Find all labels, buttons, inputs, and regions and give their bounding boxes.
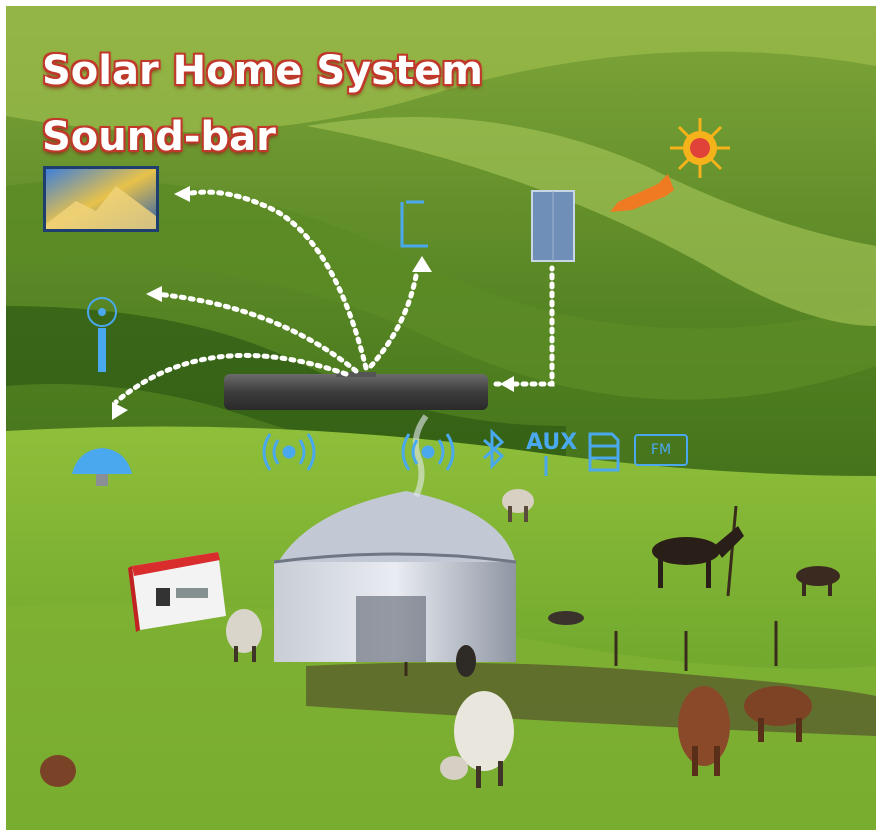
sun-icon	[670, 118, 730, 178]
soundbar-device	[224, 372, 488, 410]
lamp-icon	[72, 448, 132, 486]
wireless-signal-icon	[401, 433, 455, 471]
arrow-icon	[610, 174, 674, 212]
landscape-illustration	[6, 6, 876, 830]
calf	[40, 755, 76, 787]
cow	[796, 566, 840, 596]
cattle	[678, 686, 730, 776]
fm-label: FM	[650, 442, 672, 458]
fence	[404, 505, 778, 676]
title-line-1: Solar Home System	[42, 48, 483, 94]
wireless-signal-icon	[262, 433, 316, 471]
horse	[652, 526, 744, 588]
arrowheads	[112, 186, 514, 420]
sheep	[226, 609, 262, 662]
dirt-patch	[306, 662, 876, 736]
phone-icon	[400, 200, 428, 248]
aux-label: AUX	[526, 430, 578, 455]
cow	[502, 489, 534, 522]
connection-lines	[113, 189, 555, 405]
tv-screen	[43, 166, 159, 232]
scene: Solar Home System Sound-bar AUX FM	[6, 6, 876, 830]
product-box	[128, 552, 226, 632]
fm-radio-icon: FM	[634, 434, 688, 466]
solar-panel	[531, 190, 575, 262]
bluetooth-icon	[483, 428, 505, 470]
sheep	[440, 691, 514, 788]
cattle	[744, 686, 812, 742]
animal-lying	[456, 611, 584, 677]
sd-card-icon	[588, 432, 620, 472]
fan-icon	[87, 297, 117, 372]
title-line-2: Sound-bar	[42, 114, 276, 160]
yurt	[273, 414, 517, 662]
